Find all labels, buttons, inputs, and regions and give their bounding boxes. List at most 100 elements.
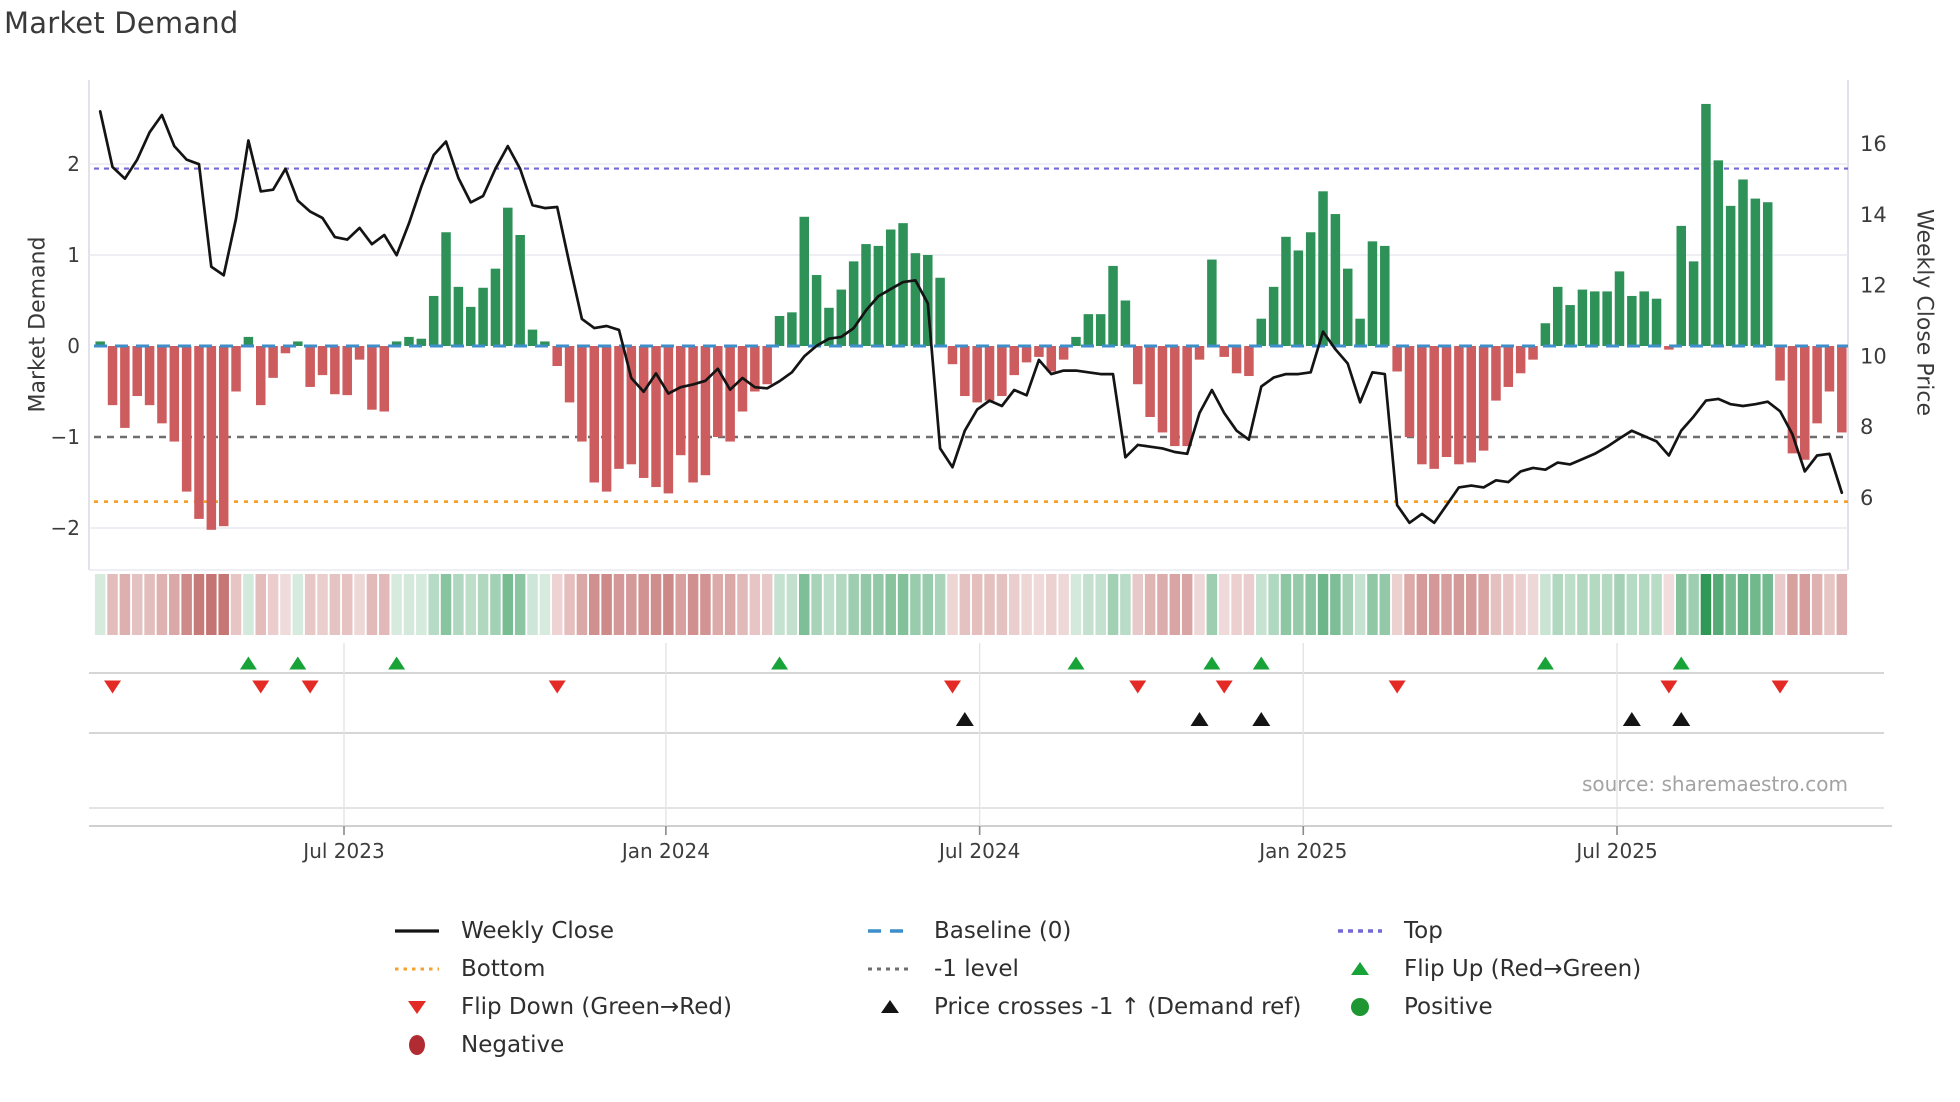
demand-bar [1602,291,1612,346]
demand-bar [1244,346,1254,377]
legend-item-label: Baseline (0) [934,918,1072,944]
y-right-tick-label: 10 [1860,344,1887,368]
heatmap-cell [453,574,464,635]
flip-down-marker [1660,680,1678,694]
demand-bar [1417,346,1427,465]
demand-bar [1750,198,1761,346]
demand-bar [1058,346,1069,360]
y-left-tick-label: −1 [51,425,80,449]
demand-bar [725,346,735,442]
demand-bar [1491,346,1501,401]
demand-bar [317,346,328,376]
heatmap-cell [169,574,180,635]
y-axis-right-title: Weekly Close Price [1911,209,1937,416]
flip-down-triangle-icon [408,1001,426,1014]
heatmap-cell [564,574,575,635]
demand-bar [1627,295,1637,346]
demand-bar [1342,268,1353,346]
heatmap-cell [798,574,810,635]
heatmap-cell [1416,574,1428,635]
heatmap-cell [1021,574,1032,635]
demand-bar [1812,346,1822,424]
demand-bar [1552,286,1563,346]
heatmap-cell [1589,574,1601,635]
flip-down-marker [252,680,270,694]
demand-bar [1725,205,1736,346]
demand-bar [527,329,538,346]
heatmap-cell [230,574,242,635]
heatmap-cell [94,574,106,635]
heatmap-cell [1280,574,1292,635]
heatmap-cell [1490,574,1502,635]
heatmap-cell [218,574,229,635]
demand-bar [206,346,217,530]
heatmap-cell [1404,574,1415,635]
heatmap-cell [947,574,958,635]
legend-item: Negative [394,1026,564,1064]
heatmap-cell [1317,574,1329,635]
legend-item-label: Top [1404,918,1443,944]
heatmap-cell [1342,574,1353,635]
heatmap-cell [341,574,353,635]
demand-bar [750,346,760,392]
weekly-close-line [98,110,1844,525]
heatmap-cell [1811,574,1823,635]
demand-bar [1021,346,1032,363]
y-axis-left-title: Market Demand [25,236,51,413]
demand-bar [1713,160,1724,346]
negative-dot-icon [409,1035,425,1055]
demand-bar [1256,318,1267,346]
legend-item-label: -1 level [934,956,1019,982]
legend-item: Price crosses -1 ↑ (Demand ref) [867,988,1301,1026]
demand-bar [1170,346,1180,447]
heatmap-cell [119,574,131,635]
demand-bar [367,346,377,410]
flip-down-marker [1771,680,1789,694]
heatmap-cell [403,574,415,635]
weekly-close-line-icon [395,929,439,933]
heatmap-cell [650,574,662,635]
flip-up-marker [1672,656,1690,670]
heatmap-cell [873,574,884,635]
top-dotted-icon [1338,929,1382,933]
demand-bar [1651,298,1662,346]
heatmap-cell [1663,574,1675,635]
demand-bar [1231,346,1242,374]
heatmap-cell [712,574,724,635]
demand-bar [120,346,130,428]
heatmap-cell [687,574,699,635]
demand-bar [700,346,711,476]
demand-bar [441,232,451,346]
heatmap-cell [428,574,439,635]
demand-bar [354,346,365,360]
y-right-tick-label: 16 [1860,132,1887,156]
demand-bar [465,306,476,346]
demand-bar [1676,225,1686,346]
demand-bar [960,346,970,397]
heatmap-cell [292,574,304,635]
x-tick-label: Jan 2025 [1257,839,1347,863]
demand-bar [638,346,649,478]
heatmap-cell [144,574,155,635]
heatmap-cell [1466,574,1477,635]
demand-bar [194,346,204,519]
demand-bar [1392,346,1402,372]
heatmap-cell [613,574,625,635]
demand-bar [268,346,278,378]
heatmap-cell [1391,574,1403,635]
demand-bar [256,346,266,406]
demand-bar [1701,103,1711,346]
demand-bar [157,346,167,424]
heatmap-cell [1737,574,1749,635]
flip-up-marker [289,656,307,670]
demand-bar [1305,232,1316,346]
page-title: Market Demand [4,6,239,40]
heatmap-cell [131,574,143,635]
demand-bar [614,346,624,469]
heatmap-cell [514,574,526,635]
heatmap-cell [1305,574,1316,635]
flip-up-triangle-icon [1351,962,1369,975]
positive-dot-icon [1351,998,1369,1016]
source-credit: source: sharemaestro.com [1582,772,1848,796]
demand-bar [1268,286,1279,346]
